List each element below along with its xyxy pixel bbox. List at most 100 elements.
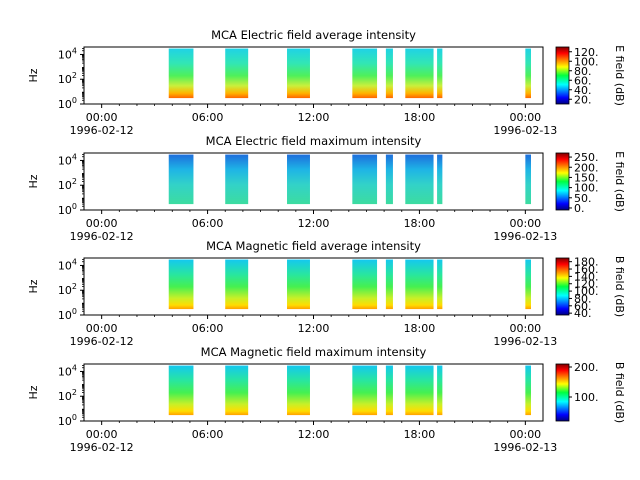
y-tick-exponent: 2 [72,282,77,291]
x-tick-label: 00:00 [86,322,118,335]
plot-frame [83,363,544,422]
data-strip [385,259,393,310]
colorbar-tick-label: 0. [574,202,585,215]
y-tick-label: 102 [58,177,77,192]
y-tick-exponent: 0 [72,202,77,211]
data-strip [352,48,378,99]
x-tick-date: 1996-02-12 [70,230,134,243]
y-tick-label: 102 [58,282,77,297]
x-tick-label: 18:00 [404,428,436,441]
colorbar-tick-label: 120. [574,278,599,291]
panel-3: MCA Magnetic field average intensity1001… [27,239,626,348]
y-tick-exponent: 0 [72,413,77,422]
data-strip [225,154,249,205]
data-strip [525,154,531,205]
y-tick-exponent: 4 [72,363,77,372]
y-tick-base: 10 [58,204,72,217]
y-axis-label: Hz [27,279,40,293]
colorbar-tick-label: 80. [574,292,592,305]
panel-1: MCA Electric field average intensity 10 0 1… [27,28,626,137]
data-strip [168,154,194,205]
colorbar-label: E field (dB) [613,151,626,212]
data-strip [352,365,378,416]
y-tick-exponent: 2 [72,177,77,186]
y-tick-base: 10 [58,48,72,61]
colorbar-tick-label: 80. [574,65,592,78]
y-tick-base: 10 [58,390,72,403]
colorbar-tick-label: 100. [574,55,599,68]
colorbar [555,152,570,211]
y-tick-exponent: 0 [72,96,77,105]
x-tick-date: 1996-02-13 [493,441,557,454]
x-tick-label: 00:00 [509,428,541,441]
y-tick-exponent: 4 [72,257,77,266]
y-tick-label: 104 [58,257,77,272]
x-tick-label: 00:00 [86,217,118,230]
data-strip [287,154,310,205]
x-tick-label: 12:00 [298,217,330,230]
y-tick-exponent: 2 [72,71,77,80]
data-strip [525,48,531,99]
data-strip [385,365,393,416]
x-tick-label: 00:00 [509,111,541,124]
colorbar [555,363,570,422]
y-tick-label: 102 [58,71,77,86]
colorbar-tick-label: 200. [574,361,599,374]
x-tick-label: 18:00 [404,217,436,230]
y-tick-label: 100 [58,202,77,217]
data-strip [225,48,249,99]
panel-title: MCA Magnetic field average intensity [206,239,421,253]
colorbar-tick-label: 60. [574,300,592,313]
y-tick-base: 10 [58,259,72,272]
data-strip [225,259,249,310]
x-tick-label: 00:00 [509,217,541,230]
y-axis-label: Hz [27,68,40,82]
y-tick-base: 10 [58,73,72,86]
data-strip [168,365,194,416]
data-strip [437,48,443,99]
data-strip [405,365,434,416]
x-tick-date: 1996-02-13 [493,230,557,243]
colorbar-tick-label: 60. [574,74,592,87]
y-axis-label: Hz [27,385,40,399]
colorbar-tick-label: 40. [574,307,592,320]
x-tick-label: 12:00 [298,322,330,335]
colorbar-label: B field (dB) [613,362,626,423]
panel-4: MCA Magnetic field maximum intensity1001… [27,345,626,454]
colorbar-tick-label: 200. [574,161,599,174]
y-tick-base: 10 [58,179,72,192]
y-tick-exponent: 4 [72,152,77,161]
colorbar-label: E field (dB) [613,45,626,106]
x-tick-date: 1996-02-13 [493,335,557,348]
data-strip [405,259,434,310]
data-strip [287,48,310,99]
data-strip [287,365,310,416]
panel-2: MCA Electric field maximum intensity1001… [27,134,626,243]
colorbar-tick-label: 100. [574,182,599,195]
x-tick-label: 12:00 [298,111,330,124]
colorbar-tick-label: 100. [574,285,599,298]
data-strip [437,154,443,205]
y-axis-label: Hz [27,174,40,188]
y-tick-label: 100 [58,413,77,428]
x-tick-label: 18:00 [404,111,436,124]
plot-frame [83,257,544,316]
y-tick-exponent: 4 [72,46,77,55]
x-tick-date: 1996-02-12 [70,335,134,348]
x-tick-label: 06:00 [192,428,224,441]
data-strip [168,48,194,99]
colorbar-tick-label: 40. [574,84,592,97]
data-strip [352,259,378,310]
y-tick-base: 10 [58,284,72,297]
y-tick-label: 104 [58,46,77,61]
data-strip [405,154,434,205]
colorbar-tick-label: 160. [574,263,599,276]
data-strip [385,154,393,205]
y-tick-label: 102 [58,388,77,403]
colorbar [555,46,570,105]
plot-frame [83,152,544,211]
x-tick-date: 1996-02-12 [70,124,134,137]
panel-title: MCA Electric field average intensity [211,28,416,42]
colorbar-tick-label: 180. [574,256,599,269]
